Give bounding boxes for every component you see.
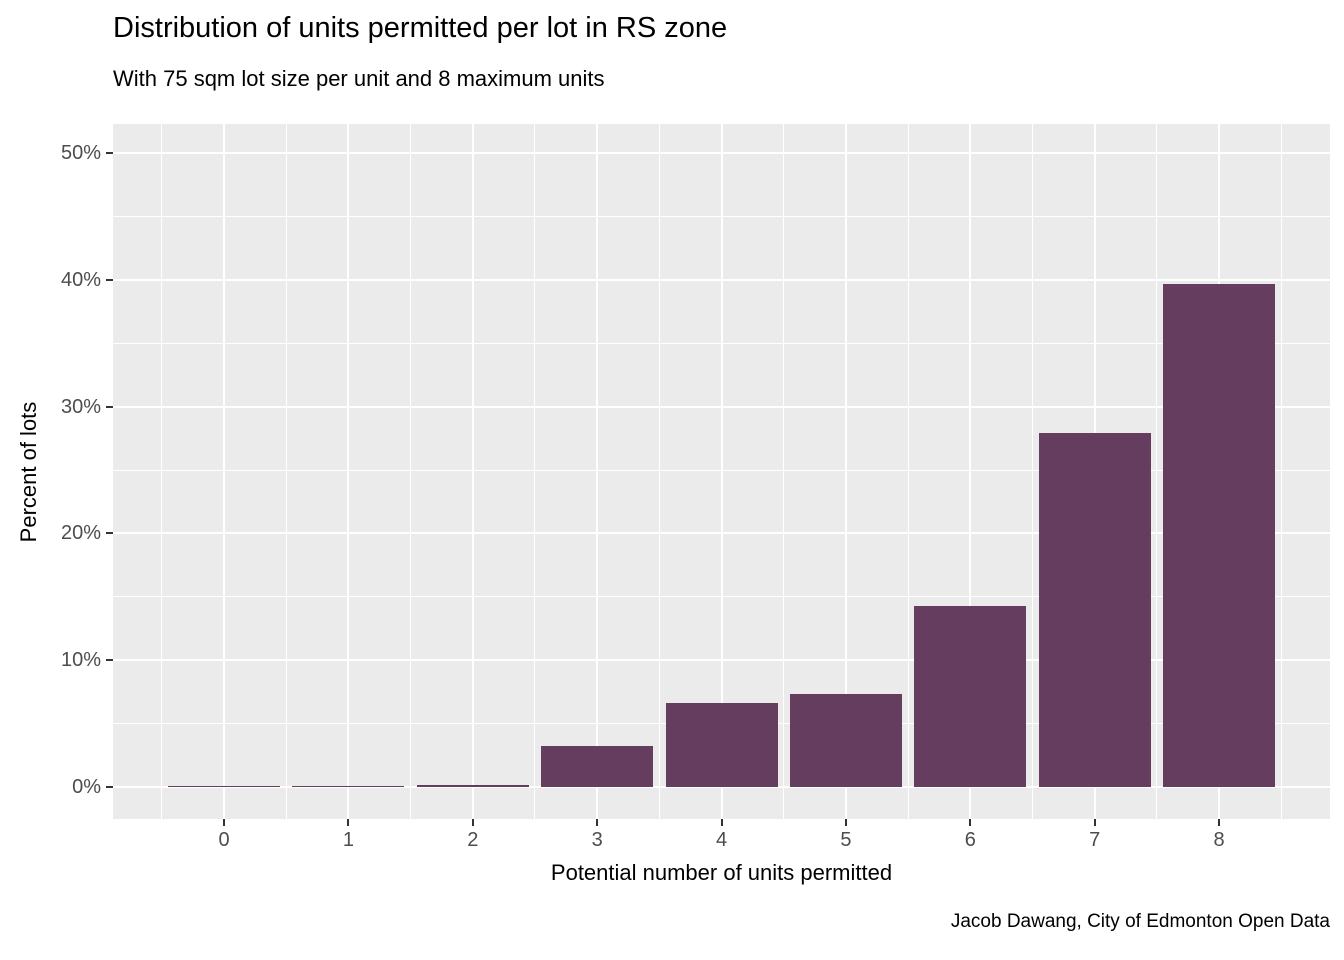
y-axis-tick-label: 10%	[60, 649, 101, 672]
y-axis-title: Percent of lots	[16, 401, 41, 543]
x-axis-tick-label: 1	[342, 829, 354, 851]
bar-category-5	[789, 694, 902, 788]
gridline-vertical-minor	[410, 124, 412, 819]
x-axis-tick-label: 3	[591, 829, 603, 851]
y-axis-tick-label: 0%	[72, 776, 101, 799]
gridline-vertical-minor	[1280, 124, 1282, 819]
chart-title: Distribution of units permitted per lot …	[113, 12, 728, 44]
gridline-vertical-minor	[783, 124, 785, 819]
x-axis-tick	[223, 819, 225, 826]
gridline-vertical-minor	[658, 124, 660, 819]
x-axis-tick-label: 6	[964, 829, 976, 851]
y-axis-tick	[106, 278, 113, 281]
bar-category-6	[914, 605, 1027, 788]
y-axis-tick-label: 40%	[60, 268, 101, 291]
x-axis-tick	[969, 819, 972, 826]
bar-category-0	[168, 785, 280, 788]
gridline-vertical-minor	[534, 124, 536, 819]
x-axis-tick-label: 2	[467, 829, 479, 851]
gridline-vertical-minor	[1031, 124, 1033, 819]
bar-category-1	[292, 785, 405, 788]
bar-category-3	[541, 746, 654, 788]
y-axis-tick	[106, 786, 113, 789]
gridline-vertical-major	[223, 124, 225, 819]
x-axis-tick-label: 7	[1089, 829, 1101, 851]
y-axis-tick-label: 50%	[60, 142, 101, 165]
gridline-vertical-major	[596, 124, 599, 819]
bar-category-8	[1163, 283, 1275, 788]
x-axis-tick-label: 0	[218, 829, 230, 851]
x-axis-title: Potential number of units permitted	[550, 860, 893, 885]
gridline-vertical-major	[471, 124, 474, 819]
x-axis-tick	[720, 819, 723, 826]
y-axis-tick	[106, 532, 113, 535]
chart-subtitle: With 75 sqm lot size per unit and 8 maxi…	[113, 66, 605, 91]
y-axis-tick-label: 20%	[60, 522, 101, 545]
gridline-vertical-major	[969, 124, 972, 819]
x-axis-tick	[1093, 819, 1096, 826]
y-axis-tick-label: 30%	[60, 395, 101, 418]
gridline-vertical-minor	[161, 124, 163, 819]
y-axis-tick	[106, 659, 113, 662]
x-axis-tick	[844, 819, 847, 826]
x-axis-tick-label: 4	[715, 829, 728, 851]
x-axis-tick-label: 8	[1213, 829, 1225, 851]
gridline-vertical-major	[720, 124, 723, 819]
bar-category-7	[1038, 433, 1151, 788]
gridline-vertical-minor	[907, 124, 909, 819]
x-axis-tick-label: 5	[840, 829, 852, 851]
bar-category-4	[665, 703, 778, 788]
chart-caption: Jacob Dawang, City of Edmonton Open Data	[950, 911, 1330, 932]
gridline-vertical-major	[347, 124, 350, 819]
y-axis-tick	[106, 152, 113, 155]
plot-panel	[113, 124, 1330, 819]
x-axis-tick	[596, 819, 599, 826]
gridline-vertical-minor	[1156, 124, 1158, 819]
x-axis-tick	[471, 819, 474, 826]
bar-category-2	[416, 784, 529, 788]
gridline-vertical-minor	[285, 124, 287, 819]
gridline-vertical-major	[844, 124, 847, 819]
x-axis-tick	[1218, 819, 1220, 826]
y-axis-tick	[106, 405, 113, 408]
x-axis-tick	[347, 819, 350, 826]
